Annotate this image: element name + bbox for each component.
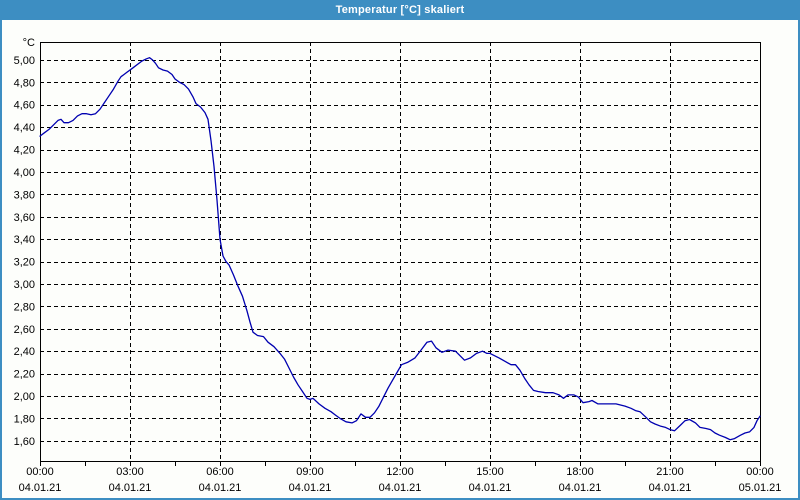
x-axis-time-label: 18:00 xyxy=(566,466,594,478)
x-axis-date-label: 04.01.21 xyxy=(289,482,332,494)
svg-text:4,00: 4,00 xyxy=(14,167,35,179)
x-axis-date-label: 04.01.21 xyxy=(649,482,692,494)
svg-text:3,60: 3,60 xyxy=(14,212,35,224)
svg-text:1,80: 1,80 xyxy=(14,413,35,425)
svg-text:2,40: 2,40 xyxy=(14,346,35,358)
x-axis-time-label: 00:00 xyxy=(746,466,774,478)
svg-text:2,20: 2,20 xyxy=(14,369,35,381)
svg-text:2,80: 2,80 xyxy=(14,301,35,313)
x-axis-time-label: 06:00 xyxy=(206,466,234,478)
x-axis-ticks xyxy=(40,461,761,466)
window-title: Temperatur [°C] skaliert xyxy=(335,4,465,16)
svg-text:2,00: 2,00 xyxy=(14,391,35,403)
temperature-series-line xyxy=(39,57,761,441)
window-border-left xyxy=(0,20,2,500)
y-axis-labels: 1,60 1,80 2,00 2,20 2,40 2,60 2,80 3,00 3,20 3,40… xyxy=(14,37,35,448)
svg-text:3,40: 3,40 xyxy=(14,234,35,246)
svg-text:4,20: 4,20 xyxy=(14,145,35,157)
title-bar[interactable]: Temperatur [°C] skaliert xyxy=(0,0,800,20)
x-axis-date-label: 05.01.21 xyxy=(739,482,782,494)
svg-text:5,00: 5,00 xyxy=(14,55,35,67)
y-axis-unit-label: °C xyxy=(23,37,35,49)
x-axis-time-label: 09:00 xyxy=(296,466,324,478)
x-axis-date-label: 04.01.21 xyxy=(469,482,512,494)
x-axis-labels: 00:00 04.01.21 03:00 04.01.21 06:00 04.01.21 0… xyxy=(19,466,782,494)
x-axis-date-label: 04.01.21 xyxy=(379,482,422,494)
gridlines xyxy=(40,42,760,461)
x-axis-date-label: 04.01.21 xyxy=(199,482,242,494)
x-axis-time-label: 00:00 xyxy=(26,466,54,478)
svg-text:3,80: 3,80 xyxy=(14,189,35,201)
svg-text:4,80: 4,80 xyxy=(14,77,35,89)
svg-text:3,20: 3,20 xyxy=(14,257,35,269)
svg-text:1,60: 1,60 xyxy=(14,436,35,448)
svg-text:2,60: 2,60 xyxy=(14,324,35,336)
x-axis-time-label: 12:00 xyxy=(386,466,414,478)
window-border-right xyxy=(798,20,800,500)
window-border-bottom xyxy=(0,498,800,500)
x-axis-time-label: 03:00 xyxy=(116,466,144,478)
svg-text:4,40: 4,40 xyxy=(14,122,35,134)
x-axis-date-label: 04.01.21 xyxy=(109,482,152,494)
x-axis-date-label: 04.01.21 xyxy=(19,482,62,494)
x-axis-time-label: 15:00 xyxy=(476,466,504,478)
x-axis-time-label: 21:00 xyxy=(656,466,684,478)
svg-text:3,00: 3,00 xyxy=(14,279,35,291)
svg-text:4,60: 4,60 xyxy=(14,100,35,112)
x-axis-date-label: 04.01.21 xyxy=(559,482,602,494)
